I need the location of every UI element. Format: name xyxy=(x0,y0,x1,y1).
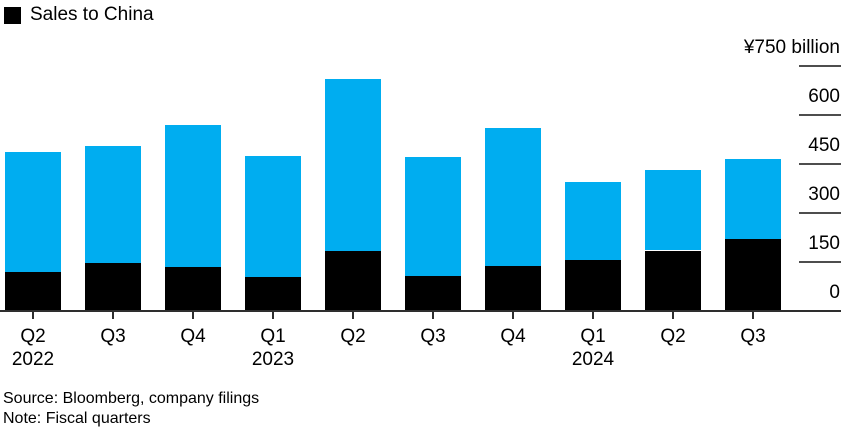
x-axis-tick xyxy=(352,312,354,319)
y-tick-dash xyxy=(799,113,841,116)
x-tick-label: Q1 xyxy=(580,326,606,347)
x-axis-tick xyxy=(672,312,674,319)
x-tick-label: Q2 xyxy=(20,326,46,347)
bar-segment-other-sales xyxy=(5,152,61,272)
y-tick-label: 300 xyxy=(808,183,840,205)
y-tick-label: 450 xyxy=(808,134,840,156)
bar-segment-sales-to-china xyxy=(165,267,221,311)
bar-segment-other-sales xyxy=(85,145,141,263)
x-tick-label: Q1 xyxy=(260,326,286,347)
bar-segment-sales-to-china xyxy=(645,250,701,311)
x-year-label: 2023 xyxy=(251,349,295,370)
bar-segment-sales-to-china xyxy=(565,259,621,311)
x-tick-label: Q3 xyxy=(100,326,126,347)
bar-segment-sales-to-china xyxy=(405,276,461,311)
y-tick-dash xyxy=(799,260,841,263)
x-axis-tick xyxy=(752,312,754,319)
bar-segment-other-sales xyxy=(405,157,461,276)
y-tick-label: ¥750 billion xyxy=(743,36,840,58)
x-tick-label: Q4 xyxy=(500,326,526,347)
x-axis-tick xyxy=(192,312,194,319)
x-year-label: 2022 xyxy=(11,349,55,370)
bar-segment-sales-to-china xyxy=(725,239,781,311)
legend-label: Sales to China xyxy=(30,4,154,25)
note-line: Note: Fiscal quarters xyxy=(3,410,151,427)
bar-segment-other-sales xyxy=(565,181,621,260)
bar-segment-other-sales xyxy=(245,155,301,278)
legend: Sales to China xyxy=(4,4,154,26)
x-axis-tick xyxy=(32,312,34,319)
x-axis-tick xyxy=(432,312,434,319)
source-line: Source: Bloomberg, company filings xyxy=(3,390,260,407)
bar-segment-other-sales xyxy=(725,158,781,240)
bar-segment-other-sales xyxy=(325,78,381,251)
y-tick-dash xyxy=(799,162,841,165)
x-tick-label: Q3 xyxy=(740,326,766,347)
x-axis-tick xyxy=(592,312,594,319)
bar-segment-other-sales xyxy=(165,124,221,268)
bar-segment-sales-to-china xyxy=(245,277,301,311)
x-axis-tick xyxy=(272,312,274,319)
x-year-label: 2024 xyxy=(571,349,615,370)
x-axis-tick xyxy=(112,312,114,319)
bar-segment-other-sales xyxy=(645,170,701,251)
x-axis-tick xyxy=(512,312,514,319)
y-tick-label: 150 xyxy=(808,232,840,254)
y-tick-label: 0 xyxy=(829,282,840,303)
x-tick-label: Q4 xyxy=(180,326,206,347)
x-tick-label: Q2 xyxy=(340,326,366,347)
bar-segment-sales-to-china xyxy=(485,266,541,311)
y-tick-label: 600 xyxy=(808,85,840,107)
y-tick-dash xyxy=(799,211,841,214)
bar-segment-sales-to-china xyxy=(325,250,381,311)
x-tick-label: Q3 xyxy=(420,326,446,347)
bar-segment-other-sales xyxy=(485,127,541,267)
bar-segment-sales-to-china xyxy=(5,271,61,311)
x-tick-label: Q2 xyxy=(660,326,686,347)
y-tick-dash xyxy=(799,64,841,67)
legend-swatch-sales-to-china xyxy=(4,6,21,24)
bar-segment-sales-to-china xyxy=(85,262,141,311)
x-axis-line xyxy=(0,310,841,312)
